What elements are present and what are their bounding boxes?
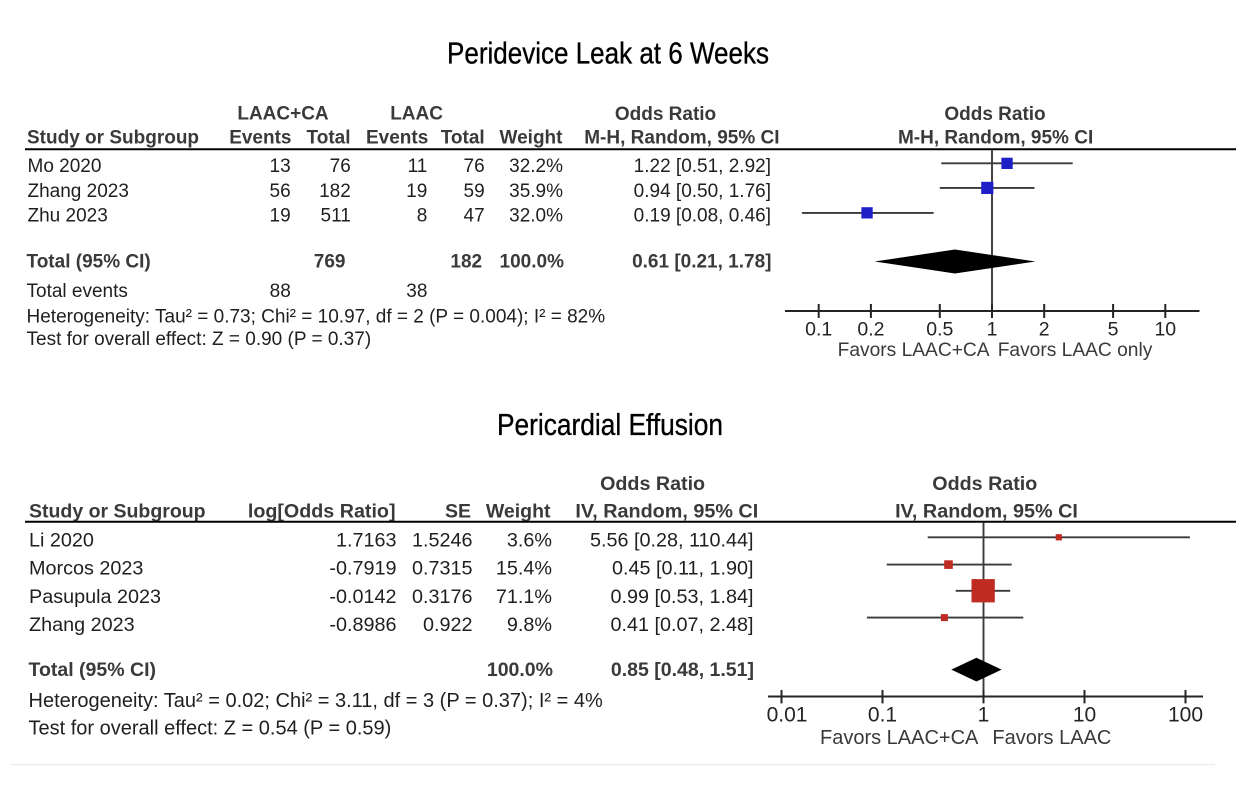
svg-text:Weight: Weight xyxy=(486,501,551,523)
svg-text:0.61 [0.21, 1.78]: 0.61 [0.21, 1.78] xyxy=(632,252,771,273)
svg-text:0.2: 0.2 xyxy=(857,318,884,340)
svg-text:Zhang 2023: Zhang 2023 xyxy=(28,181,129,202)
svg-text:76: 76 xyxy=(330,156,351,177)
svg-text:IV, Random, 95% CI: IV, Random, 95% CI xyxy=(895,501,1078,523)
svg-text:Peridevice Leak at 6 Weeks: Peridevice Leak at 6 Weeks xyxy=(447,36,769,71)
svg-text:Heterogeneity: Tau² = 0.02; Ch: Heterogeneity: Tau² = 0.02; Chi² = 3.11,… xyxy=(29,690,603,712)
svg-text:Odds Ratio: Odds Ratio xyxy=(615,104,716,125)
svg-text:-0.8986: -0.8986 xyxy=(329,614,396,636)
svg-text:Odds Ratio: Odds Ratio xyxy=(600,473,705,495)
svg-text:Test for overall effect: Z = 0: Test for overall effect: Z = 0.90 (P = 0… xyxy=(27,329,372,350)
svg-text:M-H, Random, 95% CI: M-H, Random, 95% CI xyxy=(584,127,779,148)
svg-text:0.7315: 0.7315 xyxy=(412,558,473,580)
svg-text:35.9%: 35.9% xyxy=(509,181,563,202)
svg-text:LAAC: LAAC xyxy=(390,104,443,125)
svg-text:5: 5 xyxy=(1108,318,1119,340)
svg-text:0.85 [0.48, 1.51]: 0.85 [0.48, 1.51] xyxy=(611,659,754,681)
svg-text:0.1: 0.1 xyxy=(868,704,897,727)
svg-text:Morcos 2023: Morcos 2023 xyxy=(29,558,143,580)
svg-text:56: 56 xyxy=(270,181,291,202)
svg-text:100.0%: 100.0% xyxy=(500,252,565,273)
svg-text:1.7163: 1.7163 xyxy=(336,530,397,552)
svg-text:511: 511 xyxy=(321,205,351,226)
svg-text:Odds Ratio: Odds Ratio xyxy=(932,473,1037,495)
svg-text:1.5246: 1.5246 xyxy=(412,530,473,552)
svg-text:8: 8 xyxy=(417,205,428,226)
svg-text:59: 59 xyxy=(464,181,485,202)
svg-text:88: 88 xyxy=(270,281,291,302)
svg-text:M-H, Random, 95% CI: M-H, Random, 95% CI xyxy=(898,127,1093,148)
svg-text:Pasupula 2023: Pasupula 2023 xyxy=(29,586,161,608)
svg-text:0.19 [0.08, 0.46]: 0.19 [0.08, 0.46] xyxy=(634,205,771,226)
svg-text:0.99 [0.53, 1.84]: 0.99 [0.53, 1.84] xyxy=(611,586,754,608)
svg-text:SE: SE xyxy=(445,501,471,523)
svg-text:0.5: 0.5 xyxy=(926,318,953,340)
svg-text:0.94 [0.50, 1.76]: 0.94 [0.50, 1.76] xyxy=(634,181,771,202)
svg-text:Study or Subgroup: Study or Subgroup xyxy=(27,127,199,148)
svg-text:182: 182 xyxy=(450,252,482,273)
svg-text:38: 38 xyxy=(406,281,427,302)
svg-text:-0.7919: -0.7919 xyxy=(329,558,396,580)
svg-text:Study or Subgroup: Study or Subgroup xyxy=(29,501,206,523)
svg-text:32.2%: 32.2% xyxy=(509,156,563,177)
svg-text:47: 47 xyxy=(464,205,485,226)
svg-text:11: 11 xyxy=(408,156,428,177)
svg-text:13: 13 xyxy=(270,156,291,177)
svg-text:Total events: Total events xyxy=(27,281,128,302)
svg-text:0.01: 0.01 xyxy=(767,704,808,727)
svg-text:Total (95% CI): Total (95% CI) xyxy=(27,252,151,273)
svg-text:Total: Total xyxy=(307,127,351,148)
svg-text:10: 10 xyxy=(1154,318,1176,340)
svg-text:Events: Events xyxy=(229,127,291,148)
svg-text:log[Odds Ratio]: log[Odds Ratio] xyxy=(248,501,396,523)
svg-text:71.1%: 71.1% xyxy=(496,586,552,608)
svg-text:32.0%: 32.0% xyxy=(509,205,563,226)
svg-text:0.922: 0.922 xyxy=(423,614,473,636)
svg-text:Total: Total xyxy=(441,127,485,148)
svg-text:15.4%: 15.4% xyxy=(496,558,552,580)
svg-text:Odds Ratio: Odds Ratio xyxy=(944,104,1045,125)
svg-text:182: 182 xyxy=(319,181,351,202)
svg-text:0.41 [0.07, 2.48]: 0.41 [0.07, 2.48] xyxy=(611,614,754,636)
svg-text:0.45 [0.11, 1.90]: 0.45 [0.11, 1.90] xyxy=(612,558,754,580)
svg-text:76: 76 xyxy=(464,156,485,177)
svg-text:Events: Events xyxy=(366,127,428,148)
svg-text:10: 10 xyxy=(1073,704,1096,727)
svg-text:Test for overall effect: Z = 0: Test for overall effect: Z = 0.54 (P = 0… xyxy=(29,717,392,739)
svg-text:1: 1 xyxy=(987,318,998,340)
svg-text:Zhang 2023: Zhang 2023 xyxy=(29,614,135,636)
svg-text:0.1: 0.1 xyxy=(805,318,832,340)
svg-text:Weight: Weight xyxy=(500,127,564,148)
svg-text:Total (95% CI): Total (95% CI) xyxy=(29,659,156,681)
svg-text:2: 2 xyxy=(1039,318,1050,340)
svg-text:Zhu 2023: Zhu 2023 xyxy=(28,205,108,226)
svg-text:100.0%: 100.0% xyxy=(487,659,553,681)
svg-text:Li 2020: Li 2020 xyxy=(29,530,94,552)
svg-text:100: 100 xyxy=(1168,704,1203,727)
svg-text:Pericardial Effusion: Pericardial Effusion xyxy=(497,407,723,442)
svg-text:Mo 2020: Mo 2020 xyxy=(28,156,102,177)
svg-text:LAAC+CA: LAAC+CA xyxy=(237,104,329,125)
svg-text:-0.0142: -0.0142 xyxy=(329,586,396,608)
svg-text:Favors LAAC+CA: Favors LAAC+CA xyxy=(820,727,979,749)
svg-text:769: 769 xyxy=(314,252,346,273)
svg-text:IV, Random, 95% CI: IV, Random, 95% CI xyxy=(575,501,758,523)
svg-text:9.8%: 9.8% xyxy=(507,614,552,636)
svg-text:19: 19 xyxy=(406,181,427,202)
svg-text:1.22 [0.51, 2.92]: 1.22 [0.51, 2.92] xyxy=(634,156,771,177)
svg-text:Favors LAAC: Favors LAAC xyxy=(992,727,1111,749)
svg-text:5.56 [0.28, 110.44]: 5.56 [0.28, 110.44] xyxy=(590,530,754,552)
svg-text:1: 1 xyxy=(978,704,990,727)
svg-text:Heterogeneity: Tau² = 0.73; Ch: Heterogeneity: Tau² = 0.73; Chi² = 10.97… xyxy=(27,307,606,328)
svg-text:Favors LAAC+CA: Favors LAAC+CA xyxy=(838,340,990,361)
svg-text:Favors LAAC only: Favors LAAC only xyxy=(998,340,1153,361)
svg-text:3.6%: 3.6% xyxy=(507,530,552,552)
svg-text:0.3176: 0.3176 xyxy=(412,586,473,608)
svg-text:19: 19 xyxy=(270,205,291,226)
